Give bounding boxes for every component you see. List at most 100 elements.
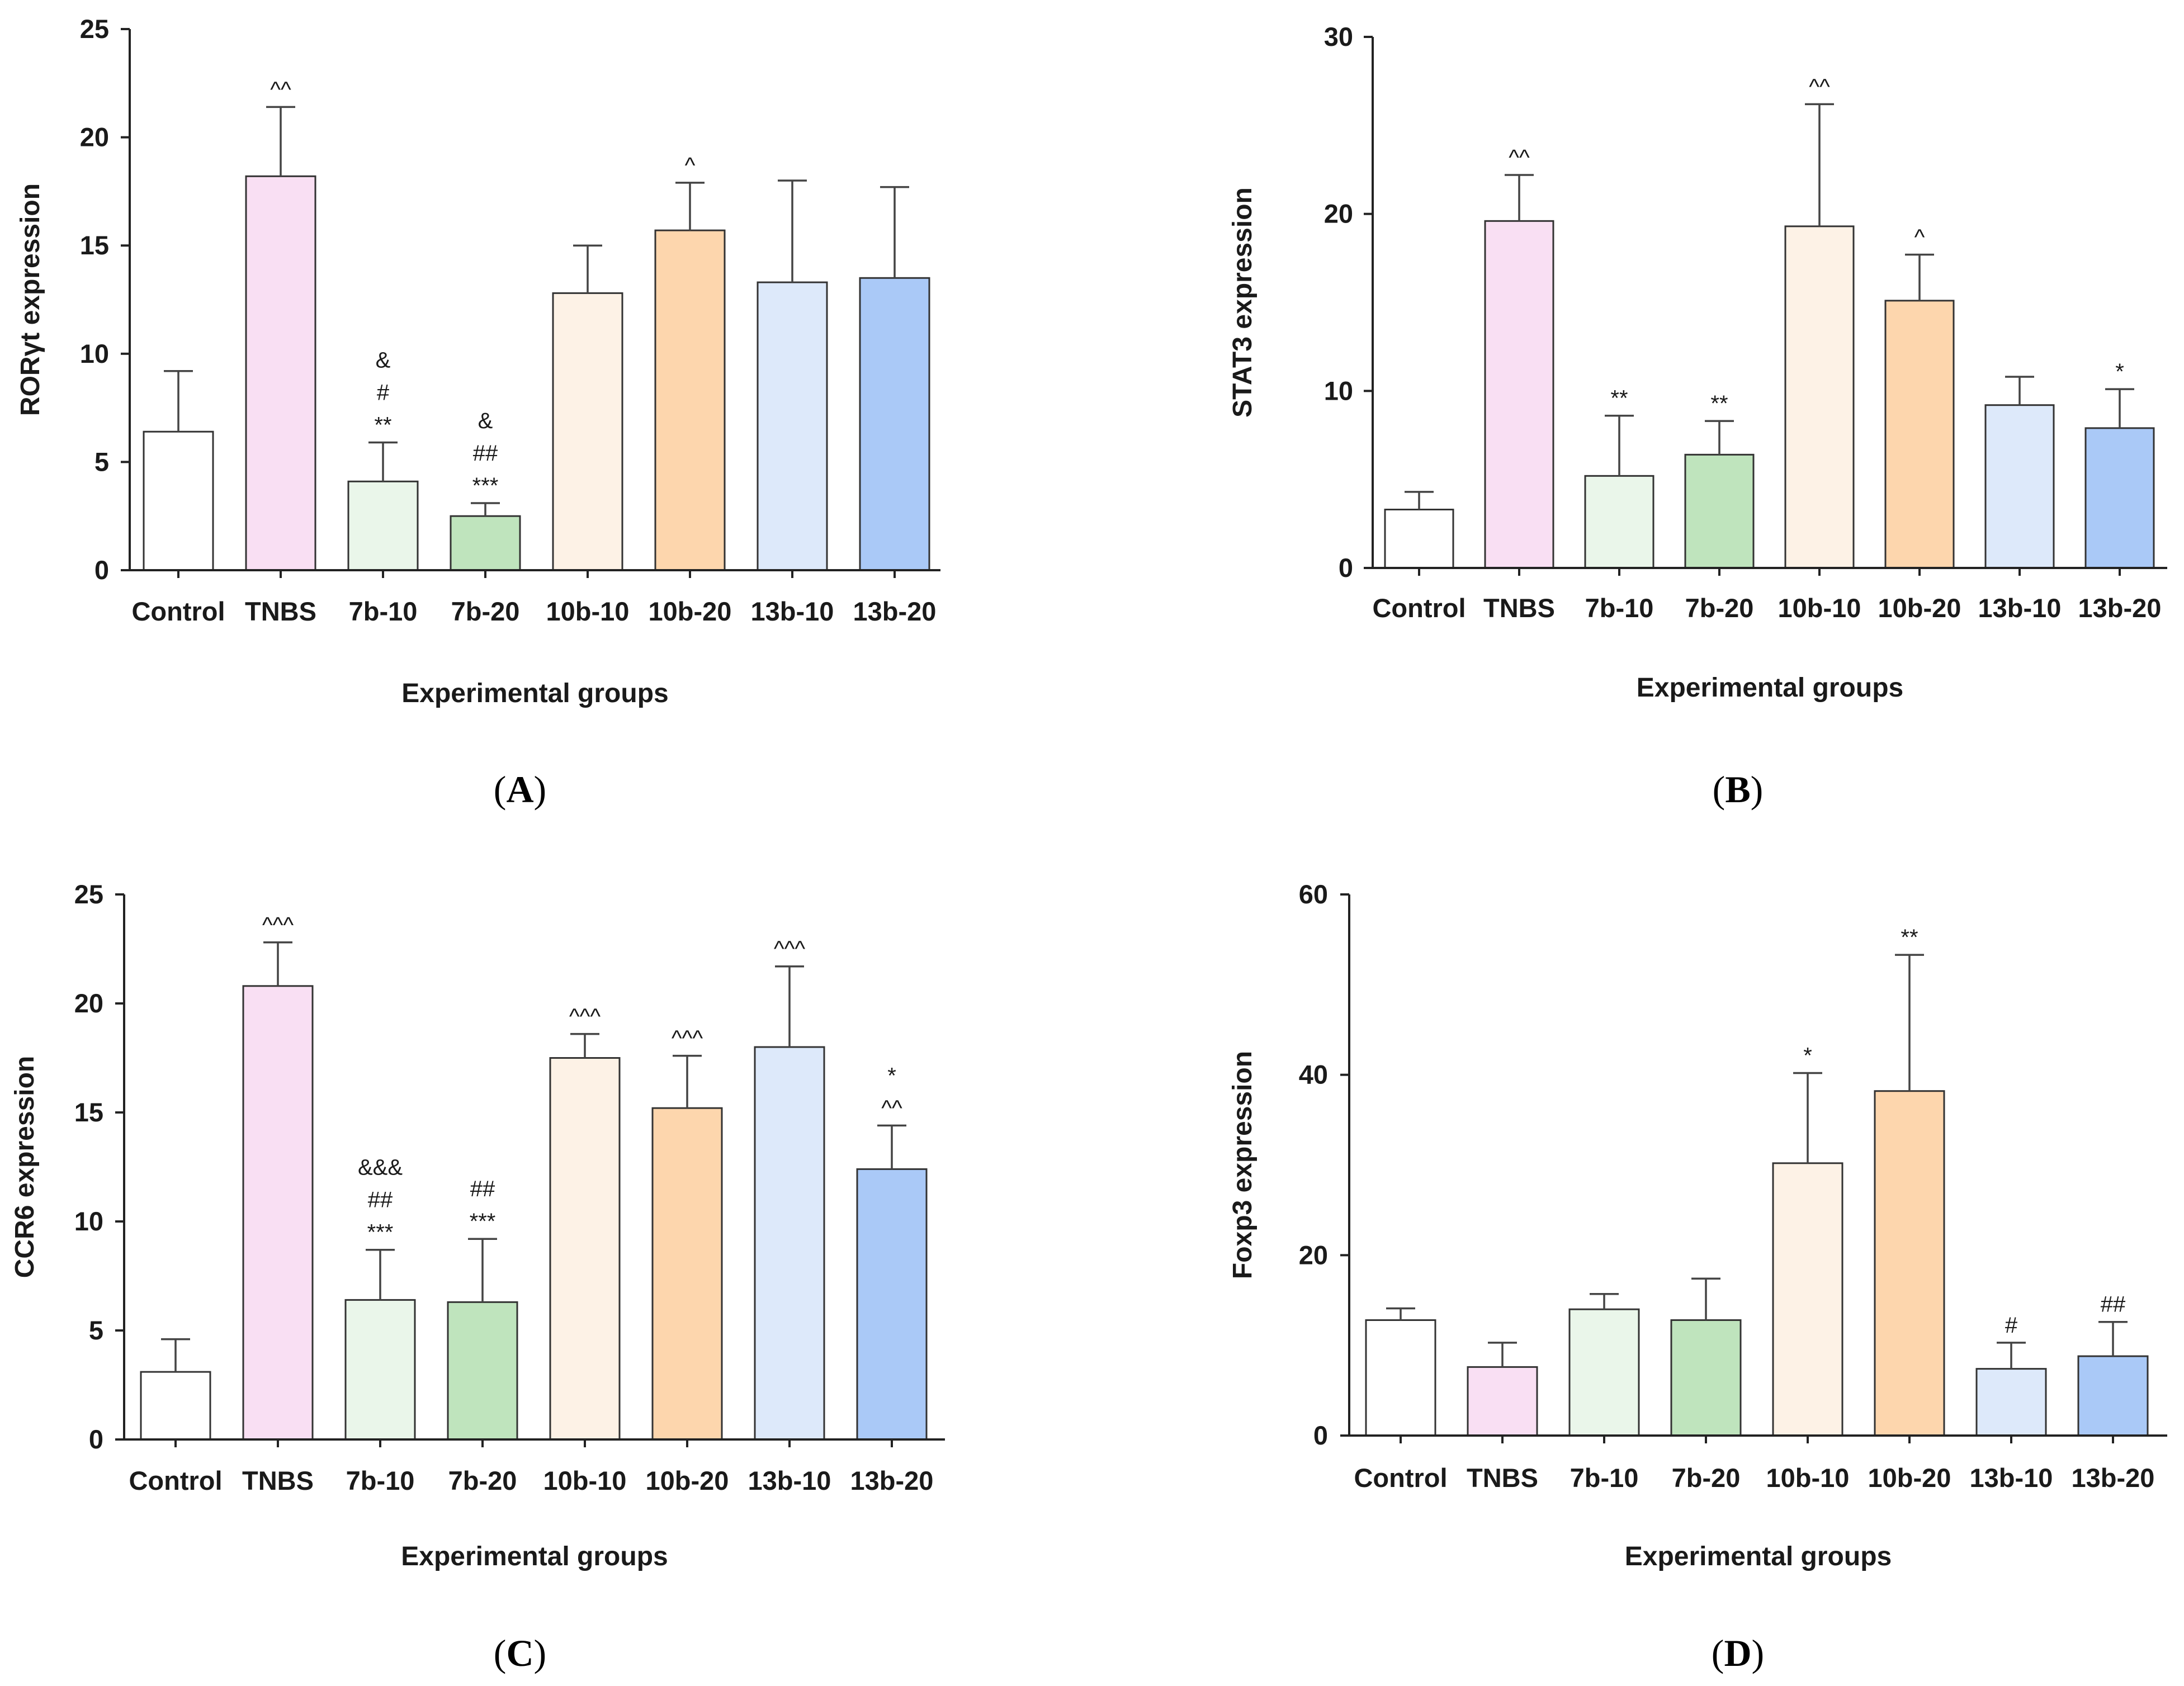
panel-a-chart: Control ^^ TNBS ** # & 7b-10 *** ## & 7b-20 10b-10 ^…: [16, 14, 940, 708]
panel-a-significance-label: ***: [472, 473, 499, 498]
panel-c-category-label: 7b-20: [448, 1466, 517, 1495]
panel-a-error-bar-10b-20: [675, 182, 705, 231]
panel-a-category-label: 7b-10: [349, 596, 418, 626]
panel-b-category-label: TNBS: [1483, 593, 1555, 623]
panel-a-error-bar-Control: [164, 370, 193, 432]
panel-a-significance-label: ##: [473, 441, 498, 466]
panel-c-y-axis-title: CCR6 expression: [10, 1056, 40, 1278]
panel-c-category-label: Control: [129, 1466, 222, 1495]
panel-d-error-bar-TNBS: [1488, 1342, 1517, 1367]
panel-b-bar-13b-10: [1984, 404, 2055, 569]
panel-a-significance-label: &: [478, 409, 493, 433]
panel-d-error-bar-10b-10: [1793, 1072, 1822, 1163]
panel-d-error-bar-10b-20: [1895, 954, 1924, 1091]
panel-d-significance-label: **: [1901, 925, 1918, 950]
panel-d-bar-TNBS: [1467, 1366, 1538, 1437]
panel-c-significance-label: ##: [368, 1188, 393, 1213]
panel-c-category-label: 13b-20: [850, 1466, 934, 1495]
panel-a-category-label: 7b-20: [451, 596, 520, 626]
panel-c-bar-7b-10: [344, 1299, 416, 1441]
panel-b-category-label: 13b-20: [2078, 593, 2162, 623]
panel-a-bar-10b-10: [552, 292, 623, 571]
panel-a-error-bar-13b-10: [778, 179, 807, 283]
panel-c-bar-7b-20: [447, 1301, 518, 1441]
panel-c-error-bar-7b-20: [468, 1238, 497, 1303]
panel-a-bar-7b-10: [347, 480, 419, 571]
panel-d-error-bar-13b-20: [2098, 1320, 2128, 1357]
panel-d-bar-10b-20: [1874, 1090, 1945, 1437]
panel-d-category-label: 10b-20: [1868, 1463, 1951, 1493]
panel-b-significance-label: *: [2115, 359, 2124, 384]
panel-a-y-axis-title: RORγt expression: [16, 183, 45, 416]
panel-a-bar-13b-10: [757, 281, 828, 571]
panel-a-y-tick-label: 0: [94, 555, 109, 585]
panel-b-significance-label: **: [1610, 386, 1628, 411]
panel-c-bar-10b-10: [549, 1057, 621, 1441]
panel-c-category-label: 7b-10: [346, 1466, 415, 1495]
panel-a-category-label: 13b-10: [751, 596, 834, 626]
panel-d-category-label: Control: [1354, 1463, 1447, 1493]
panel-b-error-bar-13b-10: [2005, 376, 2034, 405]
panel-d-category-label: 7b-10: [1570, 1463, 1639, 1493]
panel-b-bar-10b-10: [1784, 225, 1855, 569]
panel-c-significance-label: ^^^: [569, 1005, 601, 1029]
panel-b-error-bar-10b-10: [1805, 103, 1834, 226]
panel-b-caption: (B): [1713, 768, 1764, 811]
panel-d-bar-13b-10: [1975, 1368, 2047, 1437]
panel-d-error-bar-13b-10: [1997, 1342, 2026, 1369]
panel-a-category-label: Control: [131, 596, 225, 626]
panel-d-y-tick-label: 40: [1299, 1060, 1328, 1090]
panel-c-error-bar-10b-10: [570, 1033, 599, 1058]
panel-d-category-label: 13b-20: [2072, 1463, 2155, 1493]
panel-b-bar-13b-20: [2084, 427, 2155, 569]
panel-d-category-label: 7b-20: [1672, 1463, 1741, 1493]
panel-c-significance-label: ##: [470, 1177, 495, 1201]
panel-a-category-label: 10b-10: [546, 596, 630, 626]
panel-a-error-bar-10b-10: [573, 244, 602, 293]
panel-b-error-bar-13b-20: [2105, 388, 2134, 428]
panel-c-category-label: 13b-10: [748, 1466, 831, 1495]
panel-a-bar-13b-20: [859, 277, 930, 571]
panel-a-error-bar-TNBS: [266, 106, 295, 177]
panel-a-y-tick-label: 5: [94, 447, 109, 476]
panel-b-error-bar-7b-20: [1705, 420, 1734, 455]
panel-a-bar-7b-20: [450, 515, 521, 571]
panel-b-significance-label: ^: [1914, 225, 1925, 250]
panel-c-error-bar-7b-10: [366, 1248, 395, 1300]
panel-a-significance-label: **: [374, 413, 391, 438]
panel-c-x-axis-title: Experimental groups: [401, 1542, 668, 1571]
panel-b-error-bar-Control: [1405, 491, 1434, 510]
panel-c-y-tick-label: 0: [89, 1424, 103, 1454]
panel-c-y-tick-label: 25: [74, 879, 103, 909]
panel-b-significance-label: ^^: [1809, 74, 1830, 99]
panel-a-y-tick-label: 25: [80, 14, 109, 44]
panel-d-bar-7b-20: [1670, 1319, 1742, 1437]
panel-b-y-tick-label: 10: [1324, 376, 1353, 405]
panel-c-caption: (C): [494, 1632, 546, 1674]
panel-b-chart: Control ^^ TNBS ** 7b-10 ** 7b-20 ^^ 10b-10 ^ 10b-…: [1228, 22, 2167, 703]
panel-c-significance-label: ^^^: [774, 937, 806, 962]
panel-b-y-tick-label: 30: [1324, 22, 1353, 51]
panel-a-category-label: TNBS: [245, 596, 316, 626]
panel-a-bar-TNBS: [245, 175, 316, 571]
panel-d-category-label: 13b-10: [1970, 1463, 2053, 1493]
panel-b-x-axis-title: Experimental groups: [1637, 673, 1903, 703]
panel-c-significance-label: ^^: [881, 1096, 902, 1120]
panel-d-caption: (D): [1712, 1632, 1764, 1674]
panel-d-category-label: 10b-10: [1766, 1463, 1850, 1493]
panel-c-category-label: 10b-10: [543, 1466, 627, 1495]
panel-b-category-label: Control: [1372, 593, 1466, 623]
panel-d-significance-label: ##: [2101, 1292, 2126, 1317]
panel-c-y-tick-label: 20: [74, 988, 103, 1018]
panel-b-error-bar-10b-20: [1905, 253, 1934, 301]
panel-b-bar-10b-20: [1884, 300, 1955, 569]
panel-b-error-bar-TNBS: [1505, 174, 1534, 221]
panel-c-error-bar-10b-20: [673, 1054, 702, 1109]
panel-a-bar-Control: [143, 430, 214, 571]
panel-b-error-bar-7b-10: [1605, 414, 1634, 476]
panel-a-significance-label: &: [376, 348, 391, 373]
panel-a-y-tick-label: 15: [80, 230, 109, 260]
panel-d-bar-Control: [1365, 1319, 1436, 1437]
